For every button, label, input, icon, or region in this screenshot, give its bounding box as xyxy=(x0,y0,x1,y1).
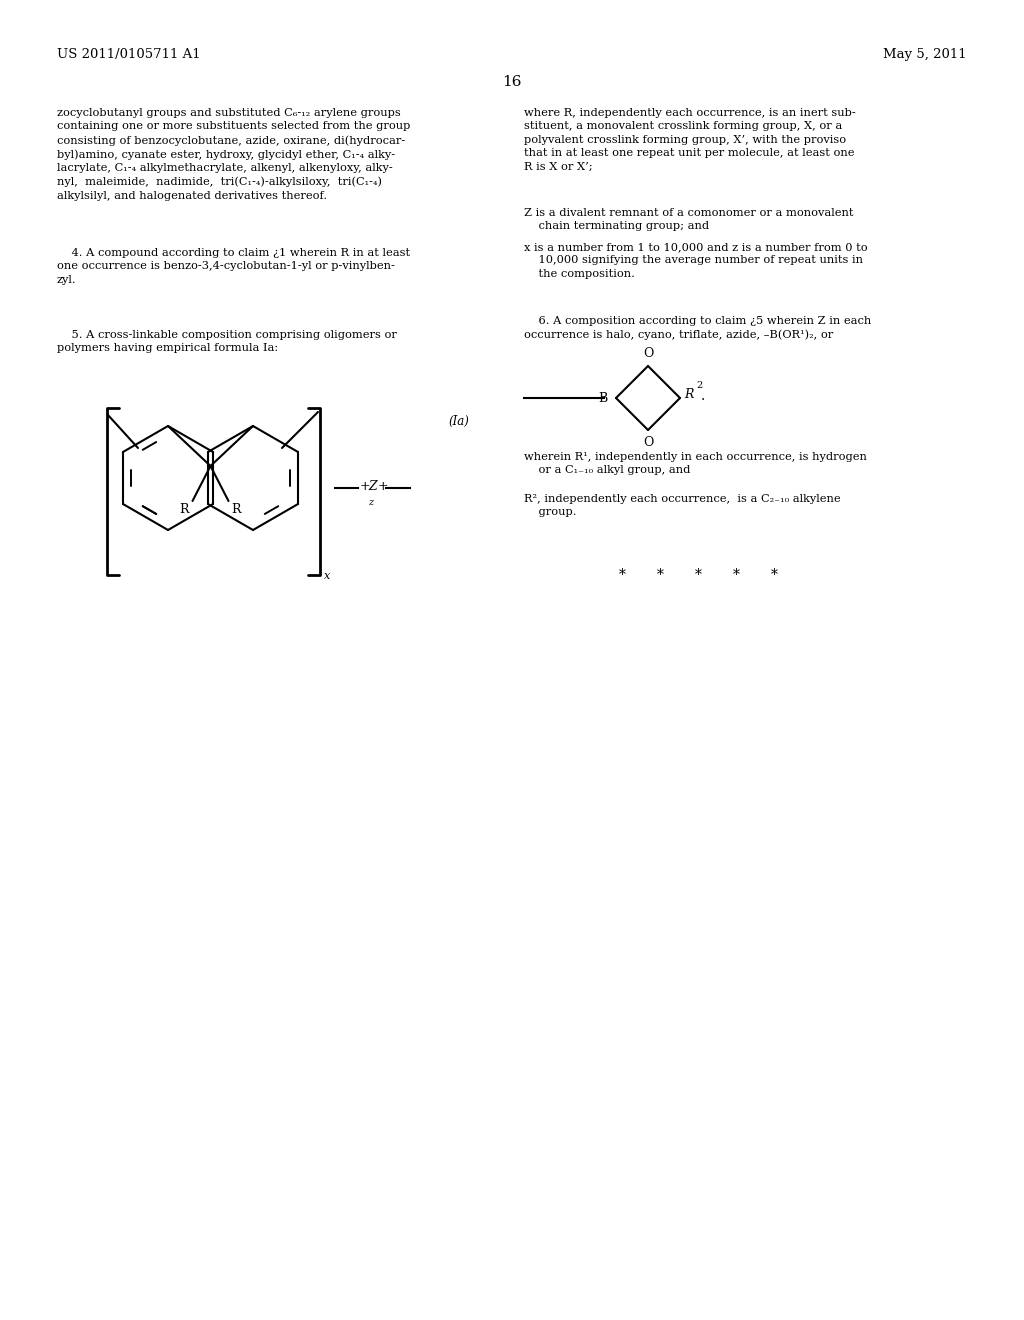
Text: z: z xyxy=(369,498,374,507)
Text: *: * xyxy=(618,568,626,582)
Text: 2: 2 xyxy=(696,381,702,389)
Text: .: . xyxy=(701,389,706,403)
Text: *: * xyxy=(732,568,739,582)
Text: R: R xyxy=(231,503,242,516)
Text: B: B xyxy=(599,392,608,404)
Text: O: O xyxy=(643,347,653,360)
Text: *: * xyxy=(656,568,664,582)
Text: *: * xyxy=(771,568,777,582)
Text: R: R xyxy=(684,388,693,400)
Text: R², independently each occurrence,  is a C₂₋₁₀ alkylene
    group.: R², independently each occurrence, is a … xyxy=(524,494,841,517)
Text: 16: 16 xyxy=(502,75,522,88)
Text: May 5, 2011: May 5, 2011 xyxy=(884,48,967,61)
Text: 6. A composition according to claim ¿5 wherein Z in each
occurrence is halo, cya: 6. A composition according to claim ¿5 w… xyxy=(524,315,871,341)
Text: 5. A cross-linkable composition comprising oligomers or
polymers having empirica: 5. A cross-linkable composition comprisi… xyxy=(57,330,397,354)
Text: US 2011/0105711 A1: US 2011/0105711 A1 xyxy=(57,48,201,61)
Text: (Ia): (Ia) xyxy=(449,414,469,428)
Text: x is a number from 1 to 10,000 and z is a number from 0 to
    10,000 signifying: x is a number from 1 to 10,000 and z is … xyxy=(524,242,867,279)
Text: +: + xyxy=(378,479,389,492)
Text: +: + xyxy=(360,479,371,492)
Text: 4. A compound according to claim ¿1 wherein R in at least
one occurrence is benz: 4. A compound according to claim ¿1 wher… xyxy=(57,248,411,285)
Text: R: R xyxy=(180,503,189,516)
Text: wherein R¹, independently in each occurrence, is hydrogen
    or a C₁₋₁₀ alkyl g: wherein R¹, independently in each occurr… xyxy=(524,451,867,475)
Text: x: x xyxy=(324,572,331,581)
Text: O: O xyxy=(643,436,653,449)
Text: Z: Z xyxy=(368,479,377,492)
Text: zocyclobutanyl groups and substituted C₆-₁₂ arylene groups
containing one or mor: zocyclobutanyl groups and substituted C₆… xyxy=(57,108,411,201)
Text: where R, independently each occurrence, is an inert sub-
stituent, a monovalent : where R, independently each occurrence, … xyxy=(524,108,856,172)
Text: Z is a divalent remnant of a comonomer or a monovalent
    chain terminating gro: Z is a divalent remnant of a comonomer o… xyxy=(524,209,853,231)
Text: *: * xyxy=(694,568,701,582)
